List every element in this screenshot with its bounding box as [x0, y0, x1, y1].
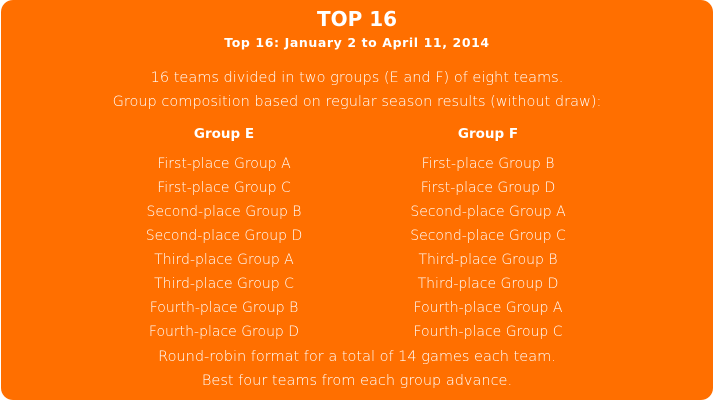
- list-item: First-place Group D: [420, 180, 556, 196]
- list-item: First-place Group B: [421, 156, 555, 172]
- list-item: Third-place Group B: [418, 252, 558, 268]
- footer-line: Round-robin format for a total of 14 gam…: [158, 349, 556, 365]
- description-line: Group composition based on regular seaso…: [112, 94, 602, 110]
- list-item: Second-place Group B: [146, 204, 302, 220]
- list-item: Fourth-place Group B: [149, 300, 299, 316]
- list-item: First-place Group C: [157, 180, 291, 196]
- list-item: Second-place Group A: [410, 204, 566, 220]
- list-item: Third-place Group D: [417, 276, 559, 292]
- list-item: Fourth-place Group C: [413, 324, 563, 340]
- list-item: First-place Group A: [157, 156, 291, 172]
- footer-line: Best four teams from each group advance.: [201, 373, 513, 389]
- panel-title: TOP 16: [316, 7, 398, 31]
- list-item: Fourth-place Group D: [148, 324, 300, 340]
- group-f-column: Group F First-place Group B First-place …: [358, 124, 618, 344]
- group-header: Group E: [193, 126, 255, 142]
- description-line: 16 teams divided in two groups (E and F)…: [150, 70, 564, 86]
- list-item: Second-place Group C: [410, 228, 566, 244]
- list-item: Fourth-place Group A: [413, 300, 563, 316]
- list-item: Third-place Group C: [154, 276, 294, 292]
- group-header: Group F: [457, 126, 519, 142]
- panel-subtitle: Top 16: January 2 to April 11, 2014: [224, 35, 490, 50]
- list-item: Third-place Group A: [154, 252, 294, 268]
- list-item: Second-place Group D: [145, 228, 303, 244]
- group-e-column: Group E First-place Group A First-place …: [94, 124, 354, 344]
